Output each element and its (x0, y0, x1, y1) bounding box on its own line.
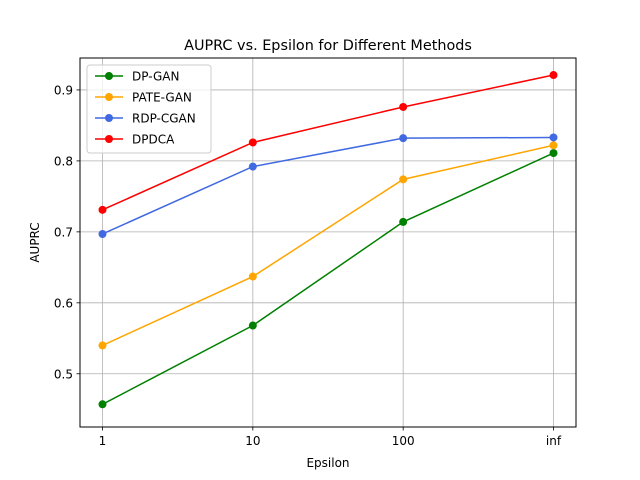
y-tick-label: 0.7 (54, 225, 73, 239)
data-point-dpdca (98, 205, 107, 214)
series-line-dpdca (102, 74, 554, 211)
x-axis: 1 10 100 inf (99, 427, 562, 448)
x-tick-label: 1 (99, 434, 107, 448)
data-point-dp-gan (399, 217, 408, 226)
legend-label-pate-gan: PATE-GAN (132, 91, 192, 105)
chart-title: AUPRC vs. Epsilon for Different Methods (184, 38, 472, 54)
series-line-pate-gan (102, 144, 554, 347)
legend-label-rdp-cgan: RDP-CGAN (132, 112, 196, 126)
series-layer (98, 71, 558, 409)
y-tick-label: 0.9 (54, 83, 73, 97)
y-tick-label: 0.6 (54, 296, 73, 310)
legend-marker-dp-gan (105, 72, 113, 80)
data-point-rdp-cgan (248, 162, 257, 171)
x-tick-label: inf (546, 434, 562, 448)
series-line-rdp-cgan (102, 136, 554, 235)
data-point-rdp-cgan (98, 229, 107, 238)
data-point-dp-gan (549, 149, 558, 158)
legend: DP-GAN PATE-GAN RDP-CGAN DPDCA (86, 64, 212, 154)
data-point-rdp-cgan (399, 134, 408, 143)
y-tick-label: 0.8 (54, 154, 73, 168)
legend-box (86, 64, 212, 154)
legend-marker-dpdca (105, 135, 113, 143)
data-point-pate-gan (399, 175, 408, 184)
data-point-pate-gan (248, 272, 257, 281)
legend-label-dpdca: DPDCA (132, 133, 175, 147)
y-tick-label: 0.5 (54, 367, 73, 381)
series-line-dp-gan (102, 152, 554, 405)
data-point-pate-gan (549, 141, 558, 150)
legend-marker-rdp-cgan (105, 114, 113, 122)
data-point-dp-gan (98, 400, 107, 409)
legend-marker-pate-gan (105, 93, 113, 101)
data-point-pate-gan (98, 341, 107, 350)
data-point-dpdca (248, 138, 257, 147)
data-point-dpdca (549, 71, 558, 80)
y-axis-label: AUPRC (28, 222, 42, 262)
y-axis: 0.5 0.6 0.7 0.8 0.9 (54, 83, 80, 381)
data-point-dpdca (399, 102, 408, 111)
x-axis-label: Epsilon (306, 456, 349, 470)
legend-label-dp-gan: DP-GAN (132, 70, 179, 84)
data-point-dp-gan (248, 321, 257, 330)
x-tick-label: 100 (392, 434, 415, 448)
plot-area-frame (79, 57, 577, 428)
data-point-rdp-cgan (549, 133, 558, 142)
x-tick-label: 10 (245, 434, 260, 448)
